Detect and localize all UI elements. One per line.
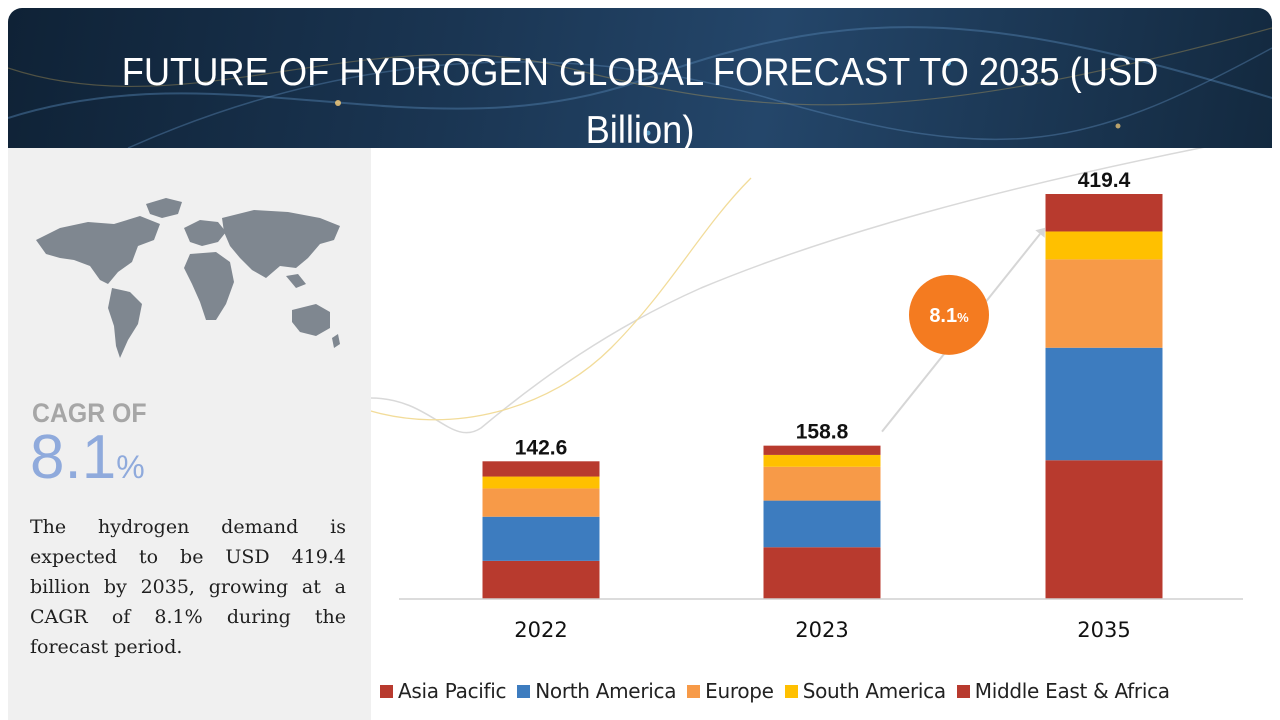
bar-segment — [482, 560, 600, 599]
legend-swatch — [687, 684, 701, 698]
cagr-bubble-value: 8.1 — [929, 305, 957, 327]
decorative-swoosh-grey — [371, 148, 1205, 434]
bar-total-label: 419.4 — [1078, 169, 1131, 192]
labels-layer: 142.6 2022 158.8 2023 419.4 2035 — [514, 169, 1130, 642]
cagr-number: 8.1 — [30, 423, 117, 492]
legend-item: North America — [517, 679, 676, 703]
bar-segment — [482, 488, 600, 517]
bar-segment — [763, 454, 881, 467]
bar-segment — [1045, 194, 1163, 232]
cagr-unit: % — [116, 449, 145, 485]
bar-segment — [1045, 259, 1163, 348]
bar-segment — [1045, 460, 1163, 599]
x-tick-label: 2035 — [1077, 618, 1130, 642]
bar-segment — [482, 476, 600, 489]
bar-segment — [763, 547, 881, 599]
legend-item: Middle East & Africa — [956, 679, 1170, 703]
legend-label: Europe — [705, 679, 774, 703]
bar-segment — [482, 461, 600, 477]
bar-segment — [482, 516, 600, 561]
legend-item: Asia Pacific — [380, 679, 507, 703]
legend-item: South America — [784, 679, 946, 703]
growth-arrowhead — [1035, 227, 1045, 238]
legend-swatch — [380, 684, 393, 698]
bar-segment — [1045, 347, 1163, 461]
bar-segment — [763, 445, 881, 455]
decorative-swoosh-gold — [371, 177, 752, 421]
legend-swatch — [517, 684, 531, 698]
bar-segment — [763, 466, 881, 501]
bar-total-label: 158.8 — [796, 421, 849, 444]
bar-total-label: 142.6 — [515, 436, 568, 459]
stacked-bar-chart: 142.6 2022 158.8 2023 419.4 2035 8.1% — [371, 148, 1243, 642]
summary-panel: CAGR OF 8.1% The hydrogen demand is expe… — [8, 148, 371, 720]
legend-label: Middle East & Africa — [974, 679, 1170, 703]
cagr-bubble-unit: % — [957, 310, 969, 325]
cagr-bubble-label: 8.1% — [929, 305, 969, 327]
summary-text: The hydrogen demand is expected to be US… — [30, 516, 346, 658]
world-map-icon — [36, 198, 340, 358]
legend-swatch — [956, 684, 970, 698]
cagr-bubble — [909, 274, 989, 355]
bars-layer — [482, 194, 1163, 599]
cagr-value: 8.1% — [30, 422, 145, 503]
cagr-label: CAGR OF — [32, 398, 147, 428]
legend-label: South America — [802, 679, 946, 703]
x-tick-label: 2023 — [795, 618, 848, 642]
title-banner: FUTURE OF HYDROGEN GLOBAL FORECAST TO 20… — [8, 8, 1272, 148]
bar-segment — [763, 500, 881, 548]
page-title: FUTURE OF HYDROGEN GLOBAL FORECAST TO 20… — [121, 51, 1159, 148]
chart-legend: Asia Pacific North America Europe South Ame… — [380, 676, 1276, 706]
x-tick-label: 2022 — [514, 618, 567, 642]
legend-label: Asia Pacific — [398, 679, 507, 703]
legend-swatch — [784, 684, 798, 698]
legend-item: Europe — [687, 679, 774, 703]
banner-background-art — [8, 26, 1272, 148]
bar-segment — [1045, 231, 1163, 260]
legend-label: North America — [535, 679, 677, 703]
